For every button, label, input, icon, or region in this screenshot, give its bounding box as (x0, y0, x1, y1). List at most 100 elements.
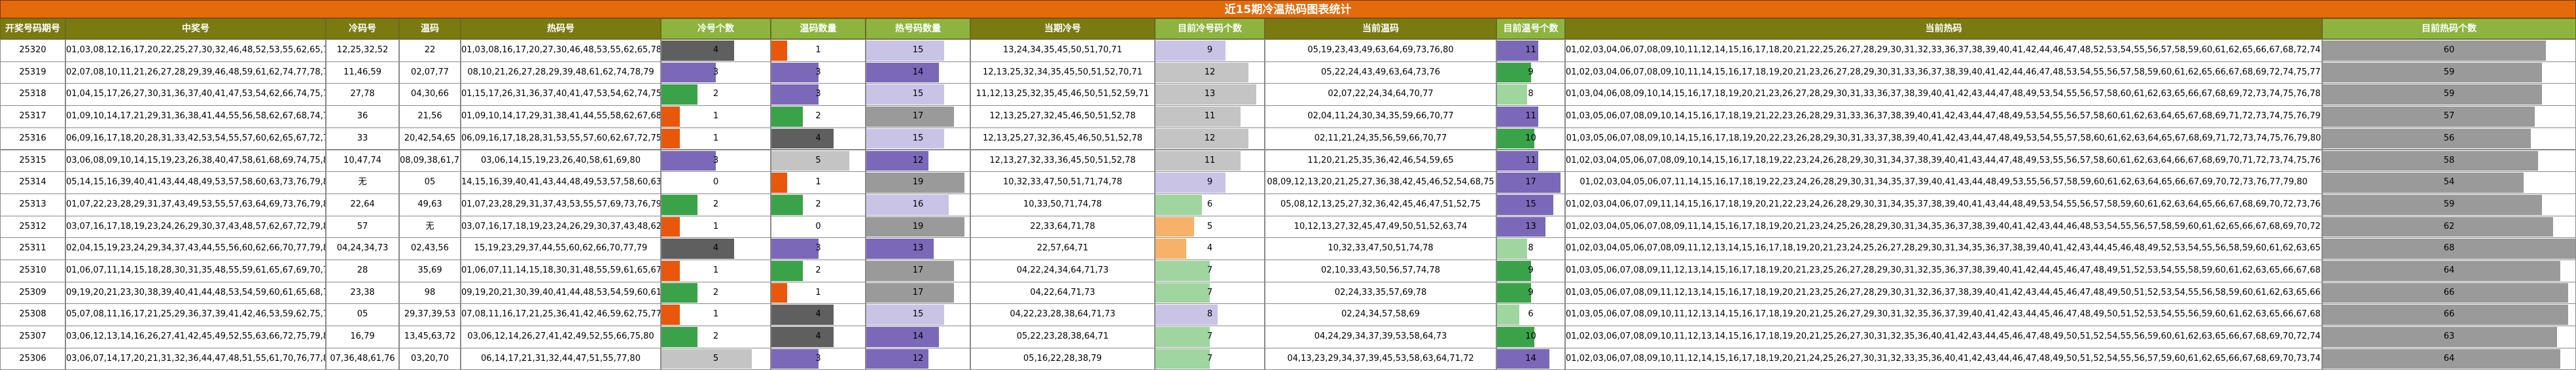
cell-hot-n: 17 (866, 281, 970, 305)
cell-text: 04,24,34,73 (336, 243, 389, 254)
cell-warm: 08,09,38,61,75 (399, 149, 461, 173)
cell-hot-n: 15 (866, 127, 970, 150)
data-bar (866, 261, 955, 281)
data-bar (866, 84, 944, 105)
data-bar (771, 194, 803, 215)
cell-text: 01,09,10,14,17,21,29,31,36,38,41,44,55,5… (66, 111, 326, 122)
cell-text: 35,69 (417, 265, 442, 275)
cell-text: 01,02,03,04,06,07,08,09,10,11,12,14,15,1… (1566, 45, 2322, 55)
cell-text: 05,22,23,28,38,64,71 (1016, 331, 1109, 342)
cell-value: 54 (2443, 177, 2455, 188)
cell-value: 2 (713, 287, 719, 297)
cell-value: 5 (713, 353, 719, 363)
cell-cold: 57 (326, 215, 399, 239)
cell-issue: 25316 (0, 127, 65, 150)
cell-cur-cold: 12,13,25,27,32,45,46,50,51,52,78 (970, 105, 1155, 128)
cell-text: 28 (357, 265, 368, 275)
cell-cur-cold: 10,33,50,71,74,78 (970, 193, 1155, 216)
cell-text: 05,08,12,13,25,27,32,36,42,45,46,47,51,5… (1280, 199, 1481, 209)
cell-text: 25314 (19, 177, 46, 188)
data-bar (771, 150, 850, 171)
cell-text: 10,32,33,47,50,51,71,74,78 (1003, 177, 1122, 188)
cell-cur-hot-n: 59 (2322, 83, 2576, 107)
cell-issue: 25308 (0, 303, 65, 327)
cell-warm: 29,37,39,53 (399, 303, 461, 327)
cell-value: 14 (912, 67, 924, 77)
cell-hot: 06,14,17,21,31,32,44,47,51,55,77,80 (461, 347, 661, 370)
data-bar (866, 239, 934, 259)
cell-value: 3 (713, 155, 719, 165)
cell-text: 02,07,77 (411, 67, 449, 77)
cell-value: 12 (912, 353, 924, 363)
cell-cold: 07,36,48,61,76 (326, 347, 399, 370)
cell-warm: 98 (399, 281, 461, 305)
cell-cold: 05 (326, 303, 399, 327)
cell-text: 11,46,59 (344, 67, 381, 77)
cell-text: 33 (357, 133, 368, 143)
cell-hot: 03,07,16,17,18,19,23,24,26,29,30,37,43,4… (461, 215, 661, 239)
cell-text: 25318 (19, 89, 46, 99)
cell-cold-n: 5 (661, 347, 771, 370)
cell-cold-n: 0 (661, 171, 771, 194)
cell-warm-n: 1 (771, 171, 866, 194)
cell-cur-hot-n: 59 (2322, 193, 2576, 216)
cell-cur-warm: 04,13,23,29,34,37,39,45,53,58,63,64,71,7… (1265, 347, 1496, 370)
column-header: 开奖号码期号 (0, 18, 65, 39)
data-bar (866, 305, 944, 326)
cell-value: 3 (815, 67, 821, 77)
cell-value: 3 (815, 353, 821, 363)
cell-value: 2 (713, 199, 719, 209)
cell-cur-hot-n: 54 (2322, 171, 2576, 194)
cell-win: 03,06,07,14,17,20,21,31,32,36,44,47,48,5… (65, 347, 326, 370)
data-bar (1156, 41, 1226, 61)
cell-cur-cold: 12,13,25,32,34,35,45,50,51,52,70,71 (970, 61, 1155, 84)
cell-hot: 01,15,17,26,31,36,37,40,41,47,53,54,62,7… (461, 83, 661, 107)
cell-value: 58 (2443, 155, 2455, 165)
data-bar (1156, 261, 1210, 281)
cell-text: 09,19,20,21,30,39,40,41,44,48,53,54,59,6… (461, 287, 661, 297)
cell-cur-hot: 01,02,03,06,07,08,09,10,11,12,14,15,16,1… (1565, 347, 2322, 370)
cell-cur-cold-n: 11 (1155, 105, 1265, 128)
cell-text: 25312 (19, 221, 46, 231)
cell-cold: 16,79 (326, 326, 399, 348)
cell-text: 12,25,32,52 (336, 45, 389, 55)
cell-value: 3 (815, 243, 821, 254)
cell-cur-hot: 01,02,03,04,05,06,07,08,09,11,14,15,16,1… (1565, 215, 2322, 239)
data-bar (1497, 128, 1535, 149)
data-bar (1497, 282, 1531, 303)
cell-hot-n: 16 (866, 193, 970, 216)
cell-text: 25310 (19, 265, 46, 275)
data-bar (1156, 173, 1226, 193)
cell-text: 01,02,03,04,05,06,07,08,09,11,12,13,14,1… (1566, 243, 2321, 254)
cell-text: 25307 (19, 331, 46, 342)
cell-text: 01,03,04,06,08,09,10,14,15,16,17,18,19,2… (1566, 89, 2322, 99)
cell-cold: 36 (326, 105, 399, 128)
cell-text: 25308 (19, 309, 46, 320)
cell-value: 1 (815, 287, 821, 297)
cell-text: 01,03,05,06,07,08,09,10,14,15,16,17,18,1… (1566, 133, 2321, 143)
data-bar (866, 327, 939, 347)
data-bar (2323, 239, 2575, 259)
cell-hot-n: 12 (866, 347, 970, 370)
cell-win: 09,19,20,21,23,30,38,39,40,41,44,48,53,5… (65, 281, 326, 305)
cell-cur-hot: 01,02,03,06,07,08,09,10,11,12,13,14,15,1… (1565, 326, 2322, 348)
cell-text: 05,19,23,43,49,63,64,69,73,76,80 (1307, 45, 1454, 55)
cell-text: 03,20,70 (411, 353, 449, 363)
cell-cur-warm-n: 14 (1496, 347, 1565, 370)
cell-value: 10 (1525, 133, 1536, 143)
cell-warm-n: 4 (771, 303, 866, 327)
cell-cur-warm-n: 8 (1496, 237, 1565, 260)
cell-value: 63 (2443, 331, 2455, 342)
cell-text: 25320 (19, 45, 46, 55)
cell-cold-n: 1 (661, 127, 771, 150)
cell-text: 05,07,08,11,16,17,21,25,29,36,37,39,41,4… (66, 309, 326, 320)
cell-text: 20,42,54,65 (404, 133, 456, 143)
data-bar (866, 107, 955, 127)
column-header: 目前温号个数 (1496, 18, 1565, 39)
cell-text: 03,07,16,17,18,19,23,24,26,29,30,37,43,4… (461, 221, 660, 231)
cell-cold-n: 1 (661, 303, 771, 327)
data-bar (1497, 173, 1561, 193)
cell-text: 01,02,03,04,06,07,09,11,14,15,16,17,18,1… (1566, 199, 2322, 209)
data-bar (1156, 107, 1241, 127)
cell-warm: 49,63 (399, 193, 461, 216)
